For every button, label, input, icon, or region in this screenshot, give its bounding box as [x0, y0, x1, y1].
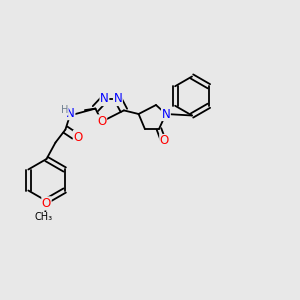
Text: O: O	[98, 115, 106, 128]
Text: CH₃: CH₃	[34, 212, 52, 223]
Text: N: N	[100, 92, 109, 106]
Text: O: O	[160, 134, 169, 148]
Text: N: N	[113, 92, 122, 106]
Text: O: O	[42, 197, 51, 210]
Text: N: N	[161, 107, 170, 121]
Text: H: H	[61, 105, 68, 115]
Text: O: O	[74, 130, 82, 144]
Text: N: N	[66, 106, 75, 120]
